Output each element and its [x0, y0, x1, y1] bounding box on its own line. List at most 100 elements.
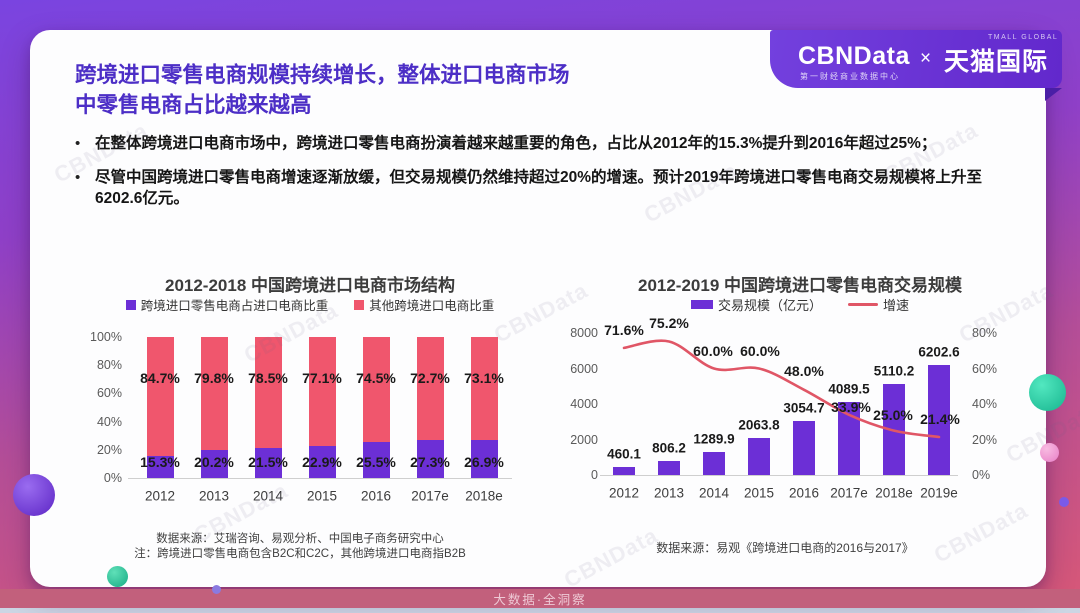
logo-panel-fold [1045, 88, 1062, 101]
footer-bar: 大数据·全洞察 [0, 589, 1080, 608]
bar-value-label-retail: 25.5% [356, 454, 396, 470]
growth-point-label: 71.6% [604, 321, 644, 338]
bar-value-label-retail: 22.9% [302, 454, 342, 470]
bar-value-label: 806.2 [652, 440, 686, 456]
bar-segment-other [362, 337, 390, 443]
bar-segment-other [308, 337, 336, 446]
x-axis-label: 2014 [252, 488, 284, 504]
logo-cross-icon: × [920, 48, 932, 69]
cbndata-logo-subtitle: 第一财经商业数据中心 [800, 72, 900, 81]
bar-segment-other [416, 337, 444, 440]
bar-value-label: 460.1 [607, 446, 641, 462]
bar-value-label-other: 77.1% [302, 370, 342, 386]
bar-segment-retail [200, 449, 228, 478]
x-axis-label: 2013 [653, 485, 685, 501]
bar-value-label: 5110.2 [873, 363, 915, 379]
bar-transaction-scale [658, 460, 680, 475]
bar-value-label-other: 74.5% [356, 370, 396, 386]
y-axis-left-tick: 8000 [570, 326, 598, 340]
bar-value-label: 4089.5 [828, 381, 870, 397]
bar-value-label-retail: 26.9% [464, 454, 504, 470]
market-structure-chart: 2012-2018 中国跨境进口电商市场结构 跨境进口零售电商占进口电商比重 其… [80, 265, 540, 580]
page-title-line2: 中零售电商占比越来越高 [75, 93, 312, 117]
bar-value-label-other: 84.7% [140, 370, 180, 386]
x-axis-label: 2018e [465, 488, 503, 504]
y-axis-right-tick: 60% [972, 361, 998, 376]
bar-segment-retail [254, 447, 282, 478]
y-axis-tick: 40% [96, 414, 122, 429]
x-axis-line [600, 475, 958, 476]
bullet-dot: • [75, 169, 81, 186]
growth-line [622, 339, 941, 439]
bar-transaction-scale [613, 466, 635, 475]
x-axis-label: 2018e [875, 485, 913, 501]
bar-value-label: 6202.6 [918, 344, 960, 360]
bar-segment-retail [470, 440, 498, 478]
bar-transaction-scale [748, 438, 770, 475]
transaction-scale-chart: 2012-2019 中国跨境进口零售电商交易规模 交易规模（亿元） 增速 0 20… [560, 265, 1040, 580]
bar-value-label-other: 79.8% [194, 370, 234, 386]
growth-point-label: 60.0% [740, 342, 780, 359]
bar-value-label: 2063.8 [738, 417, 780, 433]
source-note: 注：跨境进口零售电商包含B2C和C2C，其他跨境进口电商指B2B [134, 548, 466, 560]
bullet-dot: • [75, 135, 81, 152]
legend-label: 交易规模（亿元） [717, 298, 822, 313]
bullet-item: • 尽管中国跨境进口零售电商增速逐渐放缓，但交易规模仍然维持超过20%的增速。预… [75, 167, 1005, 209]
y-axis-right-tick: 40% [972, 397, 998, 411]
bar-value-label-retail: 27.3% [410, 454, 450, 470]
bar-value-label: 3054.7 [783, 400, 825, 416]
decor-sphere-pink-right [1040, 443, 1059, 462]
x-axis-label: 2013 [198, 488, 230, 504]
x-axis-label: 2017e [411, 488, 449, 504]
bar-transaction-scale [703, 452, 725, 475]
x-axis-label: 2017e [830, 485, 868, 501]
decor-dot-purple-bottom [212, 585, 221, 594]
bar-value-label-retail: 20.2% [194, 454, 234, 470]
decor-dot-purple-right [1059, 497, 1069, 507]
source-line: 数据来源：艾瑞咨询、易观分析、中国电子商务研究中心 [156, 533, 444, 545]
legend-swatch-purple-icon [690, 300, 713, 309]
x-axis-label: 2012 [144, 488, 176, 504]
logo-panel: CBNData 第一财经商业数据中心 × 天猫国际 TMALL GLOBAL [770, 30, 1062, 88]
y-axis-right-tick: 0% [972, 468, 991, 482]
legend-label: 其他跨境进口电商比重 [369, 299, 495, 313]
legend-item-scale: 交易规模（亿元） [690, 295, 822, 314]
x-axis-label: 2015 [306, 488, 338, 504]
chart-source: 数据来源：易观《跨境进口电商的2016与2017》 [560, 541, 1010, 556]
bullet-list: • 在整体跨境进口电商市场中，跨境进口零售电商扮演着越来越重要的角色，占比从20… [75, 133, 1005, 222]
bar-segment-retail [308, 445, 336, 478]
legend-item-other-share: 其他跨境进口电商比重 [354, 295, 494, 314]
bar-transaction-scale [838, 402, 860, 475]
legend-item-retail-share: 跨境进口零售电商占进口电商比重 [125, 295, 328, 314]
y-axis-tick: 80% [96, 358, 122, 373]
legend-item-growth: 增速 [848, 295, 909, 314]
bullet-text: 在整体跨境进口电商市场中，跨境进口零售电商扮演着越来越重要的角色，占比从2012… [95, 135, 937, 152]
page-title-line1: 跨境进口零售电商规模持续增长，整体进口电商市场 [75, 63, 570, 87]
y-axis-tick: 100% [90, 330, 122, 344]
bullet-item: • 在整体跨境进口电商市场中，跨境进口零售电商扮演着越来越重要的角色，占比从20… [75, 133, 1005, 154]
bar-transaction-scale [793, 420, 815, 475]
cbndata-logo: CBNData [798, 42, 910, 70]
bar-transaction-scale [928, 364, 950, 475]
bar-value-label-other: 72.7% [410, 370, 450, 386]
bar-segment-retail [146, 456, 174, 478]
bar-segment-other [470, 337, 498, 441]
bar-segment-other [146, 337, 174, 457]
bar-segment-other [200, 337, 228, 450]
growth-point-label: 75.2% [649, 314, 689, 331]
y-axis-tick: 0% [103, 471, 122, 485]
x-axis-label: 2019e [920, 485, 958, 501]
y-axis-tick: 20% [96, 442, 122, 457]
chart-legend: 跨境进口零售电商占进口电商比重 其他跨境进口电商比重 [80, 295, 540, 314]
chart-source: 数据来源：艾瑞咨询、易观分析、中国电子商务研究中心 注：跨境进口零售电商包含B2… [80, 532, 520, 562]
source-line: 数据来源：易观《跨境进口电商的2016与2017》 [656, 541, 914, 555]
growth-point-label: 48.0% [784, 362, 824, 379]
growth-point-label: 60.0% [693, 342, 733, 359]
y-axis-left-tick: 6000 [570, 361, 598, 376]
bar-value-label: 1289.9 [693, 431, 735, 447]
chart-title: 2012-2018 中国跨境进口电商市场结构 [164, 276, 456, 295]
growth-point-label: 25.0% [873, 406, 913, 423]
bar-value-label-retail: 21.5% [248, 454, 288, 470]
legend-label: 增速 [883, 298, 910, 313]
legend-swatch-red-icon [354, 299, 365, 310]
